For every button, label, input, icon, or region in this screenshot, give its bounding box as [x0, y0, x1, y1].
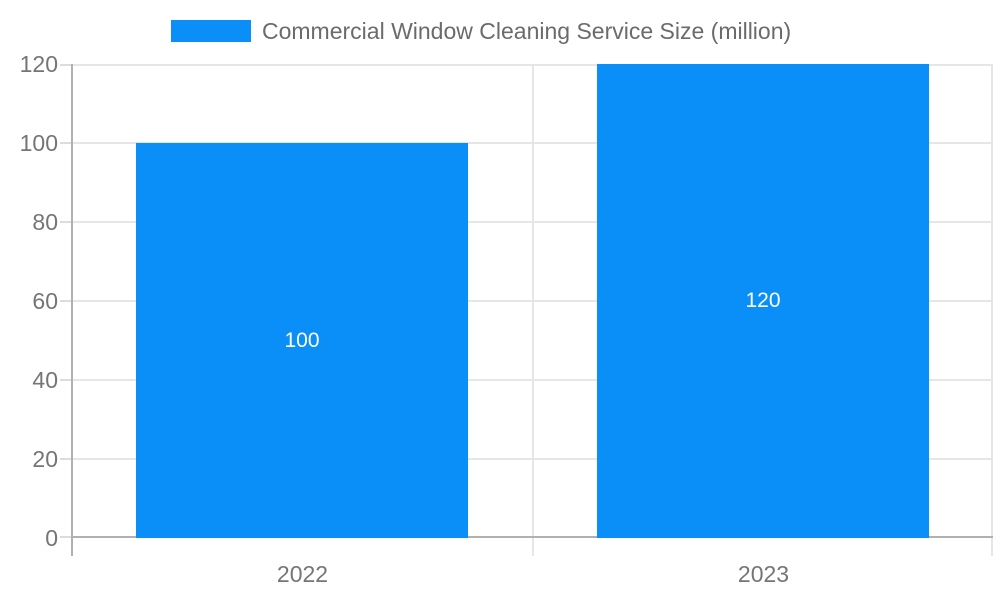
y-tick-label: 80: [32, 209, 58, 235]
bars-layer: 100 120: [72, 64, 993, 538]
y-axis-tick: [60, 142, 72, 144]
x-tick-label-2023: 2023: [737, 561, 790, 587]
y-tick-label: 60: [32, 288, 58, 314]
y-axis-line: [71, 64, 73, 556]
y-axis-tick: [60, 300, 72, 302]
y-axis-tick: [60, 64, 72, 66]
y-axis-tick: [60, 536, 72, 538]
v-gridline: [532, 64, 534, 556]
y-tick-label: 0: [45, 525, 58, 551]
y-axis-tick: [60, 379, 72, 381]
chart-title: Commercial Window Cleaning Service Size …: [262, 18, 792, 44]
y-tick-label: 120: [19, 51, 58, 77]
y-axis-tick: [60, 221, 72, 223]
x-axis-line: [72, 536, 993, 538]
bar-value-label: 120: [745, 289, 781, 312]
legend-swatch: [171, 20, 251, 42]
bar-value-label: 100: [284, 328, 320, 352]
y-tick-label: 100: [19, 130, 58, 156]
v-gridline: [991, 64, 993, 556]
y-axis-tick: [60, 458, 72, 460]
x-tick-label-2022: 2022: [276, 561, 329, 587]
y-axis-labels: 0 20 40 60 80 100 120: [0, 51, 58, 551]
x-axis-labels: 2022 2023: [72, 538, 993, 600]
plot-area: 100 120: [60, 64, 993, 556]
bar-2023: [597, 64, 929, 538]
y-tick-label: 20: [32, 446, 58, 472]
y-tick-label: 40: [32, 367, 58, 393]
bar-2022: [136, 143, 468, 538]
grid-layer: [60, 64, 993, 556]
